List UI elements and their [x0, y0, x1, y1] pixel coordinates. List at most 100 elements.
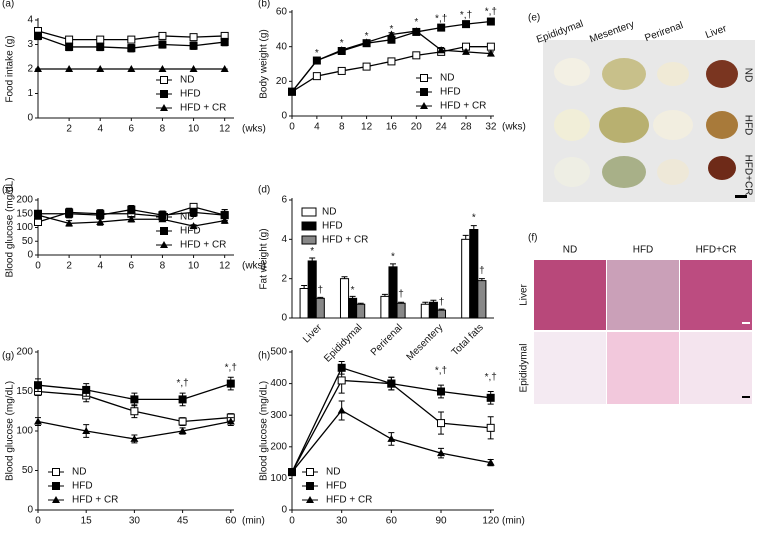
marker [96, 65, 105, 72]
legend-marker [420, 102, 428, 109]
x-tick-label: 8 [339, 122, 345, 133]
y-tick-label: 500 [270, 347, 287, 358]
x-unit: (wks) [502, 122, 526, 133]
x-tick-label: 32 [485, 122, 497, 133]
x-tick-label: 12 [219, 261, 231, 272]
annotation: † [439, 297, 445, 308]
photo-row-label: HFD+CR [742, 155, 753, 196]
photo-row-label: Epididymal [519, 344, 530, 393]
panel-label: (e) [528, 13, 540, 24]
legend-label: HFD + CR [180, 103, 226, 114]
bar [339, 278, 350, 319]
legend-label: ND [180, 212, 194, 223]
marker [34, 381, 42, 390]
x-tick-label: 6 [129, 124, 135, 135]
x-tick-label: 24 [436, 122, 448, 133]
bar [348, 297, 358, 319]
y-tick-label: 400 [270, 378, 287, 389]
y-tick-label: 0 [27, 250, 33, 261]
x-tick-label: 10 [188, 261, 200, 272]
y-tick-label: 150 [16, 386, 33, 397]
marker [226, 379, 235, 388]
marker [82, 385, 91, 394]
y-tick-label: 200 [16, 347, 33, 358]
bar [299, 288, 309, 319]
bar [307, 260, 317, 319]
marker [486, 42, 495, 51]
bar [356, 303, 366, 319]
marker [387, 30, 396, 38]
x-tick-label: 20 [411, 122, 423, 133]
marker [127, 35, 136, 44]
legend-swatch [301, 221, 317, 231]
panel-label: (d) [258, 185, 270, 196]
x-tick-label: 16 [386, 122, 398, 133]
y-tick-label: 50 [22, 465, 34, 476]
series-line [291, 46, 491, 93]
marker [412, 27, 421, 35]
marker [65, 42, 74, 51]
marker [127, 44, 136, 53]
legend-label: HFD + CR [180, 240, 226, 251]
annotation: * [472, 212, 476, 223]
legend-marker [160, 104, 168, 111]
marker [337, 46, 346, 54]
x-tick-label: 30 [336, 516, 348, 527]
photo-column-label: HFD [633, 245, 654, 256]
legend-label: HFD [440, 87, 461, 98]
legend-label: ND [180, 75, 194, 86]
y-tick-label: 20 [276, 76, 288, 87]
annotation: * [414, 17, 418, 28]
y-tick-label: 0 [281, 505, 287, 516]
marker [462, 47, 471, 55]
x-tick-label: 120 [482, 516, 499, 527]
x-tick-label: 0 [35, 261, 41, 272]
marker [127, 205, 136, 214]
legend-marker [52, 496, 60, 503]
y-tick-label: 0 [281, 313, 287, 324]
y-axis-label: Food intake (g) [5, 35, 16, 102]
annotation: * [365, 31, 369, 42]
marker [82, 427, 91, 434]
marker [34, 417, 42, 425]
y-tick-label: 0 [27, 113, 33, 124]
marker [130, 434, 139, 442]
marker [189, 222, 198, 230]
marker [96, 211, 105, 220]
x-tick-label: Mesentery [405, 322, 446, 363]
marker [158, 215, 167, 223]
marker [220, 216, 229, 224]
panel-label: (b) [258, 0, 270, 10]
legend-marker [160, 90, 168, 98]
marker [220, 65, 229, 72]
y-tick-label: 150 [16, 208, 33, 219]
marker [130, 395, 139, 404]
marker [312, 56, 321, 64]
legend-label: HFD + CR [326, 495, 372, 506]
marker [158, 40, 167, 49]
photo-column-label: Liver [704, 23, 729, 41]
marker [437, 387, 446, 396]
y-axis-label: Blood glucose (mg/dL) [5, 177, 16, 277]
photo-column-label: HFD+CR [696, 245, 737, 256]
x-tick-label: 10 [188, 124, 200, 135]
y-axis-label: Blood glucose (mg/dL) [5, 381, 16, 481]
histology [534, 260, 752, 404]
x-tick-label: 12 [219, 124, 231, 135]
legend-label: ND [440, 73, 454, 84]
marker [387, 57, 396, 66]
panel-label: (g) [2, 351, 14, 362]
photo-row-label: ND [742, 68, 753, 82]
bar [436, 309, 447, 319]
bar [420, 303, 430, 319]
y-tick-label: 2 [27, 64, 33, 75]
annotation: *,† [485, 7, 497, 18]
panel-label: (c) [2, 185, 14, 196]
x-unit: (min) [242, 516, 265, 527]
legend-swatch [301, 235, 317, 245]
y-axis-label: Fat weight (g) [259, 228, 270, 289]
legend-label: HFD + CR [72, 495, 118, 506]
marker [362, 38, 371, 46]
y-tick-label: 50 [22, 236, 34, 247]
